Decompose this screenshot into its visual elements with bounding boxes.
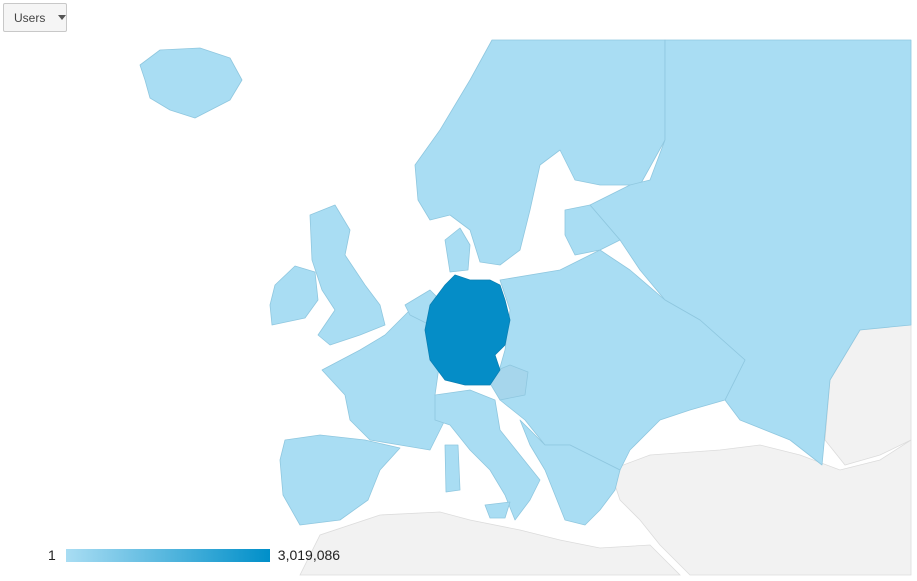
dropdown-arrow-icon bbox=[58, 15, 67, 20]
metric-selector-label: Users bbox=[14, 10, 46, 25]
legend-max-value: 3,019,086 bbox=[277, 547, 341, 563]
country-scandinavia[interactable] bbox=[414, 39, 666, 266]
country-baltics[interactable] bbox=[564, 204, 621, 256]
country-iberia[interactable] bbox=[279, 434, 401, 526]
metric-selector-dropdown[interactable]: Users bbox=[3, 3, 67, 32]
country-iceland[interactable] bbox=[139, 47, 243, 119]
legend-gradient-bar bbox=[65, 548, 270, 562]
country-united-kingdom[interactable] bbox=[309, 204, 386, 346]
country-sardinia-corsica[interactable] bbox=[444, 444, 461, 493]
country-balkans-greece[interactable] bbox=[519, 419, 621, 526]
legend-min-value: 1 bbox=[48, 547, 56, 563]
country-denmark[interactable] bbox=[444, 227, 471, 273]
region-north-africa[interactable] bbox=[299, 511, 681, 576]
country-sicily[interactable] bbox=[484, 501, 511, 519]
color-legend: 1 3,019,086 bbox=[48, 547, 340, 563]
country-italy[interactable] bbox=[434, 389, 541, 521]
region-middle-east[interactable] bbox=[609, 439, 912, 576]
country-ireland[interactable] bbox=[269, 265, 319, 326]
country-germany[interactable] bbox=[424, 274, 511, 386]
